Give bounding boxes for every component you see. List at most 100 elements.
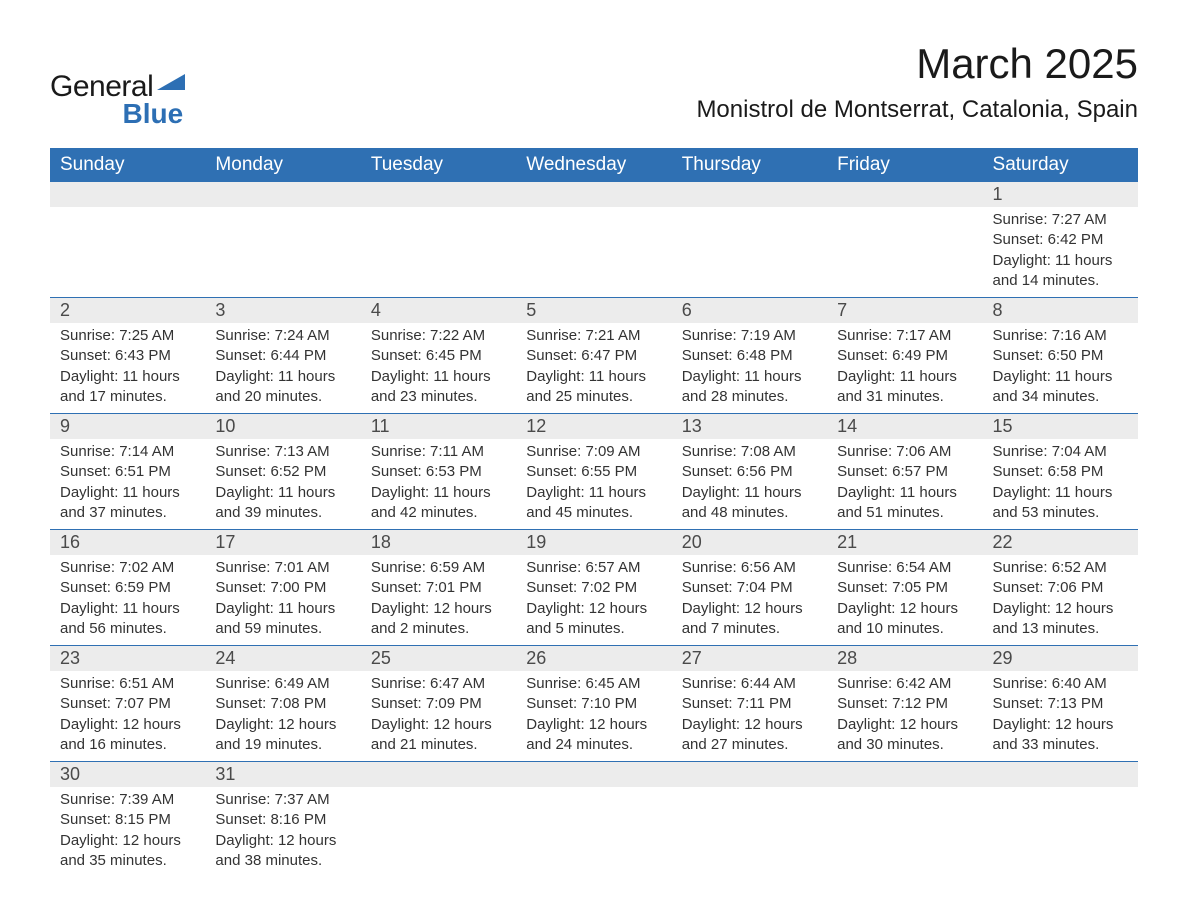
day-detail-row: Sunrise: 6:51 AMSunset: 7:07 PMDaylight:… xyxy=(50,671,1138,762)
weekday-header: Saturday xyxy=(983,148,1138,182)
day-number-row: 23242526272829 xyxy=(50,646,1138,672)
daylight-line2: and 16 minutes. xyxy=(60,735,195,755)
day-number-cell: 13 xyxy=(672,414,827,440)
sunset-text: Sunset: 6:59 PM xyxy=(60,578,195,598)
sunset-text: Sunset: 6:43 PM xyxy=(60,346,195,366)
day-detail-cell: Sunrise: 7:22 AMSunset: 6:45 PMDaylight:… xyxy=(361,323,516,414)
daylight-line2: and 42 minutes. xyxy=(371,503,506,523)
day-detail-cell: Sunrise: 7:37 AMSunset: 8:16 PMDaylight:… xyxy=(205,787,360,877)
daylight-line1: Daylight: 11 hours xyxy=(215,483,350,503)
sunset-text: Sunset: 7:12 PM xyxy=(837,694,972,714)
daylight-line2: and 35 minutes. xyxy=(60,851,195,871)
day-number-cell xyxy=(672,762,827,788)
sunset-text: Sunset: 7:02 PM xyxy=(526,578,661,598)
day-number-cell: 28 xyxy=(827,646,982,672)
sunrise-text: Sunrise: 7:04 AM xyxy=(993,442,1128,462)
daylight-line1: Daylight: 11 hours xyxy=(993,251,1128,271)
month-title: March 2025 xyxy=(696,40,1138,88)
sunrise-text: Sunrise: 7:06 AM xyxy=(837,442,972,462)
daylight-line1: Daylight: 11 hours xyxy=(837,367,972,387)
sunrise-text: Sunrise: 7:08 AM xyxy=(682,442,817,462)
daylight-line1: Daylight: 12 hours xyxy=(60,715,195,735)
weekday-header: Sunday xyxy=(50,148,205,182)
day-number-cell: 2 xyxy=(50,298,205,324)
sunrise-text: Sunrise: 6:52 AM xyxy=(993,558,1128,578)
day-detail-cell: Sunrise: 7:39 AMSunset: 8:15 PMDaylight:… xyxy=(50,787,205,877)
daylight-line1: Daylight: 12 hours xyxy=(371,715,506,735)
day-number-cell xyxy=(205,182,360,207)
sunrise-text: Sunrise: 6:42 AM xyxy=(837,674,972,694)
day-detail-cell: Sunrise: 7:04 AMSunset: 6:58 PMDaylight:… xyxy=(983,439,1138,530)
day-detail-cell: Sunrise: 7:09 AMSunset: 6:55 PMDaylight:… xyxy=(516,439,671,530)
day-number-cell xyxy=(50,182,205,207)
day-number-cell: 4 xyxy=(361,298,516,324)
daylight-line2: and 2 minutes. xyxy=(371,619,506,639)
day-number-row: 3031 xyxy=(50,762,1138,788)
day-detail-cell: Sunrise: 6:45 AMSunset: 7:10 PMDaylight:… xyxy=(516,671,671,762)
daylight-line1: Daylight: 12 hours xyxy=(215,715,350,735)
day-detail-cell xyxy=(361,207,516,298)
day-number-row: 2345678 xyxy=(50,298,1138,324)
daylight-line2: and 27 minutes. xyxy=(682,735,817,755)
day-detail-cell: Sunrise: 7:02 AMSunset: 6:59 PMDaylight:… xyxy=(50,555,205,646)
sunrise-text: Sunrise: 6:49 AM xyxy=(215,674,350,694)
day-number-cell xyxy=(827,762,982,788)
day-number-cell: 30 xyxy=(50,762,205,788)
day-number-cell: 5 xyxy=(516,298,671,324)
daylight-line2: and 31 minutes. xyxy=(837,387,972,407)
weekday-header: Monday xyxy=(205,148,360,182)
daylight-line1: Daylight: 12 hours xyxy=(993,599,1128,619)
day-number-cell: 14 xyxy=(827,414,982,440)
sunset-text: Sunset: 7:13 PM xyxy=(993,694,1128,714)
day-number-cell: 1 xyxy=(983,182,1138,207)
daylight-line2: and 5 minutes. xyxy=(526,619,661,639)
daylight-line1: Daylight: 11 hours xyxy=(682,367,817,387)
day-number-cell: 16 xyxy=(50,530,205,556)
daylight-line1: Daylight: 11 hours xyxy=(60,483,195,503)
day-number-cell: 12 xyxy=(516,414,671,440)
daylight-line2: and 28 minutes. xyxy=(682,387,817,407)
daylight-line1: Daylight: 11 hours xyxy=(837,483,972,503)
day-detail-cell: Sunrise: 7:11 AMSunset: 6:53 PMDaylight:… xyxy=(361,439,516,530)
daylight-line1: Daylight: 12 hours xyxy=(682,599,817,619)
weekday-header: Wednesday xyxy=(516,148,671,182)
sunrise-text: Sunrise: 7:13 AM xyxy=(215,442,350,462)
day-detail-cell: Sunrise: 6:52 AMSunset: 7:06 PMDaylight:… xyxy=(983,555,1138,646)
daylight-line2: and 56 minutes. xyxy=(60,619,195,639)
daylight-line2: and 13 minutes. xyxy=(993,619,1128,639)
day-number-cell xyxy=(827,182,982,207)
daylight-line2: and 23 minutes. xyxy=(371,387,506,407)
daylight-line2: and 59 minutes. xyxy=(215,619,350,639)
day-detail-cell: Sunrise: 6:54 AMSunset: 7:05 PMDaylight:… xyxy=(827,555,982,646)
day-detail-cell: Sunrise: 6:59 AMSunset: 7:01 PMDaylight:… xyxy=(361,555,516,646)
day-number-cell: 10 xyxy=(205,414,360,440)
weekday-header-row: SundayMondayTuesdayWednesdayThursdayFrid… xyxy=(50,148,1138,182)
daylight-line1: Daylight: 12 hours xyxy=(215,831,350,851)
day-number-cell xyxy=(516,182,671,207)
day-detail-cell: Sunrise: 6:47 AMSunset: 7:09 PMDaylight:… xyxy=(361,671,516,762)
daylight-line2: and 21 minutes. xyxy=(371,735,506,755)
weekday-header: Friday xyxy=(827,148,982,182)
sunset-text: Sunset: 6:55 PM xyxy=(526,462,661,482)
day-detail-cell: Sunrise: 7:16 AMSunset: 6:50 PMDaylight:… xyxy=(983,323,1138,414)
daylight-line2: and 53 minutes. xyxy=(993,503,1128,523)
day-detail-cell: Sunrise: 6:49 AMSunset: 7:08 PMDaylight:… xyxy=(205,671,360,762)
sunset-text: Sunset: 6:58 PM xyxy=(993,462,1128,482)
day-number-cell: 29 xyxy=(983,646,1138,672)
day-number-cell xyxy=(672,182,827,207)
daylight-line1: Daylight: 12 hours xyxy=(837,715,972,735)
sunrise-text: Sunrise: 7:22 AM xyxy=(371,326,506,346)
sunset-text: Sunset: 7:04 PM xyxy=(682,578,817,598)
sunrise-text: Sunrise: 7:02 AM xyxy=(60,558,195,578)
sunrise-text: Sunrise: 7:39 AM xyxy=(60,790,195,810)
sunset-text: Sunset: 8:15 PM xyxy=(60,810,195,830)
sunset-text: Sunset: 6:42 PM xyxy=(993,230,1128,250)
logo: General Blue xyxy=(50,70,185,130)
sunset-text: Sunset: 6:52 PM xyxy=(215,462,350,482)
sunrise-text: Sunrise: 7:19 AM xyxy=(682,326,817,346)
logo-triangle-icon xyxy=(157,70,185,95)
sunrise-text: Sunrise: 6:45 AM xyxy=(526,674,661,694)
daylight-line1: Daylight: 11 hours xyxy=(371,367,506,387)
day-number-cell xyxy=(361,762,516,788)
daylight-line2: and 48 minutes. xyxy=(682,503,817,523)
